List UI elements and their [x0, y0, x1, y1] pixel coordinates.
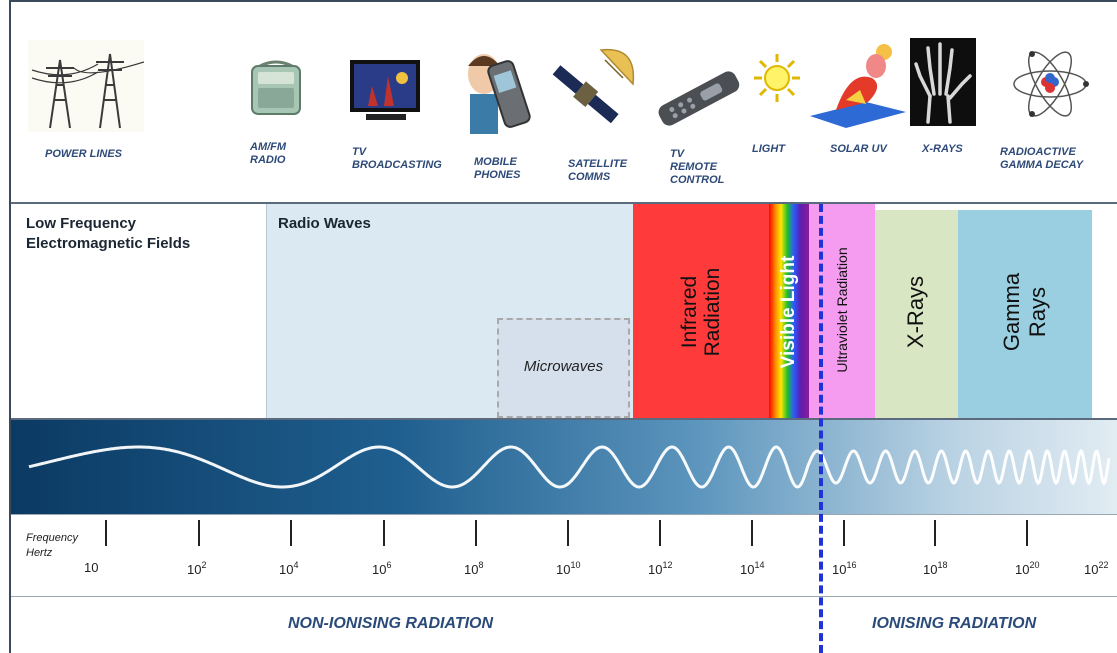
tick-exponent: 2 [201, 560, 207, 570]
tick-exponent: 18 [937, 560, 948, 570]
tick-base: 10 [1015, 562, 1030, 577]
frequency-tick [290, 520, 292, 546]
tick-base: 10 [279, 562, 294, 577]
axis-title-frequency: Frequency [26, 532, 78, 544]
frequency-tick [934, 520, 936, 546]
power-lines-icon [28, 40, 145, 132]
axis-title-hertz: Hertz [26, 547, 53, 559]
tick-exponent: 10 [570, 560, 581, 570]
source-label-power-lines: POWER LINES [45, 148, 123, 160]
band-label-microwaves: Microwaves [523, 358, 604, 375]
wave-line [28, 445, 1111, 489]
frequency-tick-label: 1018 [923, 560, 947, 577]
icons-separator [11, 202, 1117, 204]
tick-base: 10 [84, 560, 99, 575]
band-label-radio-waves: Radio Waves [278, 215, 371, 232]
axis-separator [11, 596, 1117, 597]
band-label-infrared: Infrared Radiation [678, 267, 724, 357]
frequency-tick [843, 520, 845, 546]
band-microwaves [497, 318, 630, 418]
tick-base: 10 [372, 562, 387, 577]
frequency-tick [1026, 520, 1028, 546]
source-label-light: LIGHT [752, 143, 785, 155]
source-label-x-rays: X-RAYS [922, 143, 963, 155]
xray-hand-icon [910, 38, 976, 126]
source-label-mobile: MOBILE PHONES [474, 156, 521, 181]
frequency-tick [475, 520, 477, 546]
frequency-tick [383, 520, 385, 546]
frequency-tick-label: 1012 [648, 560, 672, 577]
source-label-gamma: RADIOACTIVE GAMMA DECAY [1000, 146, 1084, 171]
tick-base: 10 [464, 562, 479, 577]
frequency-tick-label: 1022 [1084, 560, 1108, 577]
band-label-gamma-rays: Gamma Rays [999, 272, 1050, 352]
tick-exponent: 14 [754, 560, 765, 570]
television-icon [348, 58, 424, 124]
frequency-tick-label: 10 [84, 560, 98, 575]
tick-exponent: 4 [293, 560, 299, 570]
bands-separator [11, 418, 1117, 420]
tick-exponent: 6 [386, 560, 392, 570]
sun-icon [752, 52, 802, 104]
frequency-tick-label: 1010 [556, 560, 580, 577]
band-label-visible-light: Visible Light [778, 255, 799, 369]
source-label-radio: AM/FM RADIO [250, 141, 287, 166]
wave-strip [11, 420, 1117, 514]
ionising-divider [819, 204, 823, 653]
tick-base: 10 [187, 562, 202, 577]
frequency-tick [751, 520, 753, 546]
band-label-x-rays: X-Rays [903, 275, 928, 349]
tick-base: 10 [740, 562, 755, 577]
tick-exponent: 20 [1029, 560, 1040, 570]
tick-exponent: 8 [478, 560, 484, 570]
band-x-rays [875, 210, 958, 418]
tick-base: 10 [556, 562, 571, 577]
source-label-tv: TV BROADCASTING [352, 146, 442, 171]
band-label-low-frequency: Low Frequency Electromagnetic Fields [26, 215, 191, 252]
satellite-icon [545, 40, 645, 142]
tick-base: 10 [1084, 562, 1099, 577]
remote-control-icon [652, 66, 744, 130]
tick-exponent: 12 [662, 560, 673, 570]
frequency-tick-label: 1016 [832, 560, 856, 577]
frequency-tick [198, 520, 200, 546]
source-label-satellite: SATELLITE COMMS [568, 158, 628, 183]
band-visible-light [769, 204, 809, 418]
tick-exponent: 22 [1098, 560, 1109, 570]
frequency-tick-label: 108 [464, 560, 483, 577]
atom-icon [1010, 44, 1090, 124]
frequency-tick-label: 104 [279, 560, 298, 577]
tick-base: 10 [923, 562, 938, 577]
mobile-phone-icon [462, 44, 532, 140]
band-gamma-rays [958, 210, 1092, 418]
band-infrared [633, 204, 769, 418]
region-label-non-ionising: NON-IONISING RADIATION [288, 615, 494, 632]
wave-separator [11, 514, 1117, 515]
frequency-tick-label: 106 [372, 560, 391, 577]
frequency-tick-label: 102 [187, 560, 206, 577]
frequency-tick [659, 520, 661, 546]
diagram-frame [9, 0, 1117, 653]
region-label-ionising: IONISING RADIATION [872, 615, 1037, 632]
frequency-tick-label: 1014 [740, 560, 764, 577]
frequency-tick [567, 520, 569, 546]
frequency-tick-label: 1020 [1015, 560, 1039, 577]
tick-exponent: 16 [846, 560, 857, 570]
tick-base: 10 [648, 562, 663, 577]
source-label-solar-uv: SOLAR UV [830, 143, 887, 155]
radio-icon [250, 60, 302, 116]
frequency-tick [105, 520, 107, 546]
tick-base: 10 [832, 562, 847, 577]
band-label-ultraviolet: Ultraviolet Radiation [834, 247, 850, 373]
sunbather-icon [806, 40, 910, 132]
source-label-remote: TV REMOTE CONTROL [670, 148, 725, 186]
